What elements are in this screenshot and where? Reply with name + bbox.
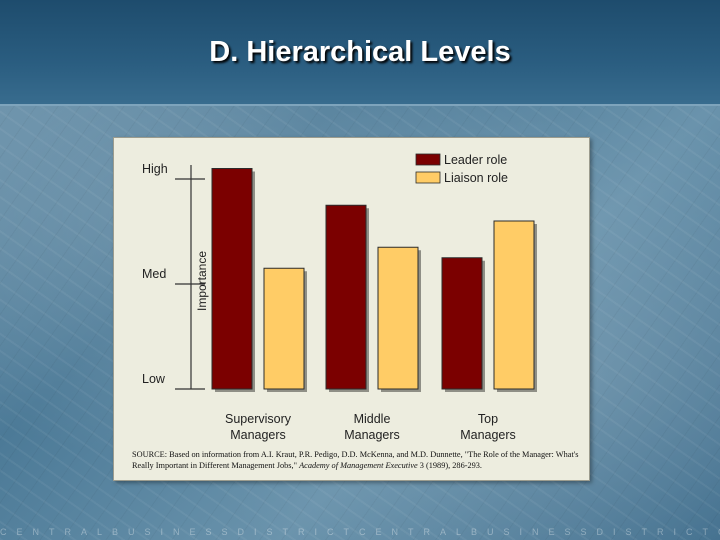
x-category-label: Top [478, 412, 498, 426]
y-tick-label: Med [142, 267, 166, 281]
x-category-label: Middle [354, 412, 391, 426]
source-journal: Academy of Management Executive [299, 461, 418, 470]
footer-ticker: CENTRALBUSINESSDISTRICTCENTRALBUSINESSDI… [0, 527, 720, 537]
legend-swatch [415, 171, 441, 184]
bar-leader-role [325, 204, 367, 390]
legend-label: Liaison role [444, 171, 508, 185]
y-tick-label: High [142, 162, 168, 176]
bar-chart: Low Med High Importance Supervisory Managers M… [142, 153, 537, 442]
bar-liaison-role [263, 267, 305, 390]
y-tick-label: Low [142, 372, 166, 386]
x-category-label: Managers [230, 428, 286, 442]
source-text: SOURCE: Based on information from A.I. K… [132, 450, 579, 470]
bar-leader-role [211, 168, 253, 390]
x-category-label: Supervisory [225, 412, 292, 426]
chart-panel: Low Med High Importance Supervisory Managers M… [113, 137, 590, 481]
y-axis-label: Importance [195, 251, 209, 311]
bar-leader-role [441, 257, 483, 390]
title-bar: D. Hierarchical Levels [0, 0, 720, 106]
bar-liaison-role [493, 220, 535, 390]
x-category-label: Managers [344, 428, 400, 442]
x-category-label: Managers [460, 428, 516, 442]
bar-liaison-role [377, 246, 419, 390]
legend-label: Leader role [444, 153, 507, 167]
legend-swatch [415, 153, 441, 166]
slide-title: D. Hierarchical Levels [209, 36, 511, 68]
source-text-end: 3 (1989), 286-293. [417, 461, 482, 470]
source-citation: SOURCE: Based on information from A.I. K… [132, 449, 582, 471]
